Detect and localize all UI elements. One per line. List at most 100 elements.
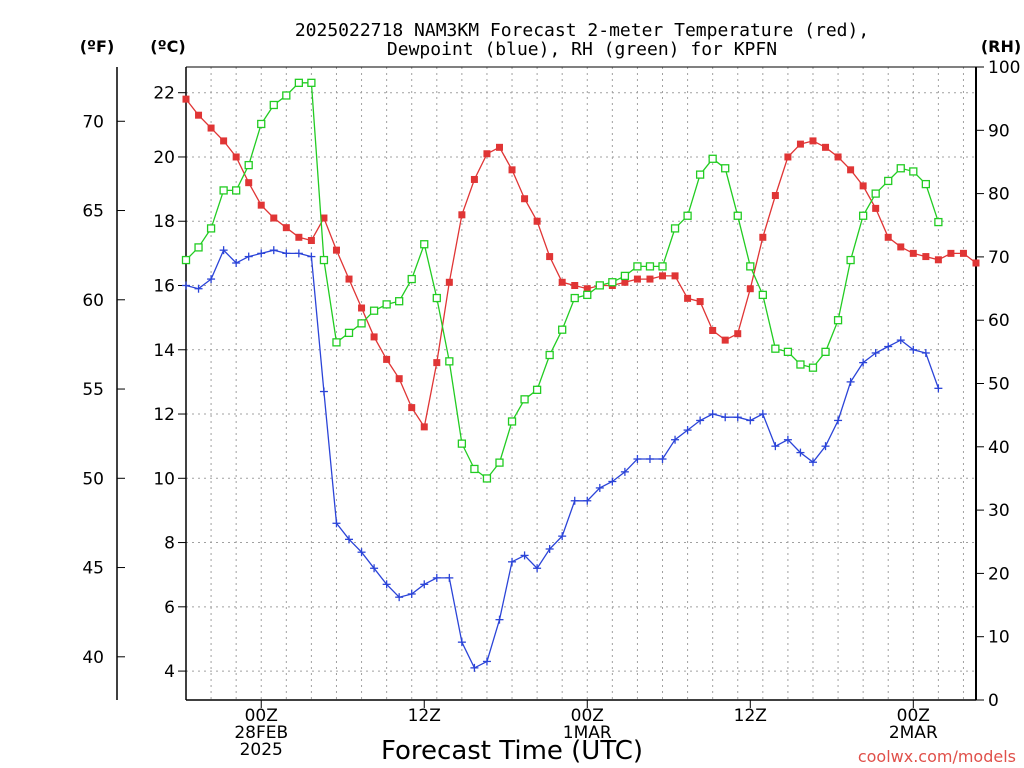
celsius-tick-label: 20 (153, 148, 175, 168)
rh-point (482, 474, 492, 483)
temperature-point (558, 278, 566, 286)
dewpoint-point (834, 416, 843, 425)
temperature-point (972, 259, 980, 267)
rh-point (407, 274, 416, 284)
rh-point (332, 338, 341, 347)
fahrenheit-tick-label: 60 (82, 291, 104, 311)
rh-point (670, 224, 680, 233)
x-tick-label: 00Z (897, 706, 930, 726)
celsius-tick-label: 14 (153, 341, 175, 361)
dewpoint-point (708, 410, 717, 419)
temperature-point (345, 275, 353, 283)
rh-point (683, 211, 692, 220)
temperature-point (847, 166, 855, 174)
x-tick-label: 1MAR (563, 723, 612, 743)
series-rh (181, 78, 943, 483)
dewpoint-point (821, 442, 830, 451)
temperature-point (257, 201, 265, 209)
rh-point (558, 325, 567, 334)
temperature-point (934, 256, 942, 264)
dewpoint-point (232, 259, 241, 268)
dewpoint-point (457, 638, 466, 647)
temperature-point (295, 233, 303, 241)
x-tick-label: 00Z (571, 706, 604, 726)
rh-point (545, 350, 554, 360)
celsius-tick-label: 12 (153, 405, 175, 425)
temperature-point (872, 204, 880, 212)
celsius-tick-label: 6 (164, 598, 175, 618)
temperature-point (684, 294, 692, 302)
temperature-point (495, 143, 503, 151)
rh-point (909, 167, 918, 176)
rh-point (645, 262, 655, 271)
temperature-point (796, 140, 804, 148)
rh-tick-label: 20 (988, 564, 1010, 584)
dewpoint-point (633, 455, 642, 464)
x-tick-label: 12Z (408, 706, 441, 726)
grid-lines (186, 67, 976, 700)
data-series (181, 78, 980, 672)
rh-point (934, 217, 943, 227)
celsius-tick-label: 4 (164, 662, 175, 682)
celsius-tick-label: 22 (153, 84, 175, 104)
temperature-point (646, 275, 654, 283)
dewpoint-point (345, 535, 354, 544)
rh-point (758, 290, 767, 300)
rh-point (846, 255, 855, 265)
temperature-point (270, 214, 278, 222)
dewpoint-point (445, 573, 454, 582)
dewpoint-point (269, 246, 278, 255)
rh-point (194, 243, 203, 252)
fahrenheit-tick-label: 55 (82, 380, 104, 400)
rh-point (357, 319, 366, 328)
x-tick-label: 2025 (240, 740, 283, 760)
rh-point (282, 91, 291, 100)
rh-point (219, 186, 228, 195)
dewpoint-point (207, 275, 216, 284)
dewpoint-point (733, 413, 742, 422)
rh-point (771, 344, 780, 353)
temperature-point (659, 272, 667, 280)
dewpoint-point (520, 551, 529, 560)
temperature-point (721, 336, 729, 344)
rh-point (470, 464, 479, 474)
fahrenheit-tick-label: 70 (82, 112, 104, 132)
temperature-point (445, 278, 453, 286)
rh-point (896, 164, 905, 173)
fahrenheit-tick-label: 50 (82, 469, 104, 489)
temperature-point (245, 179, 253, 187)
dewpoint-point (620, 467, 629, 476)
rh-point (457, 439, 467, 448)
dewpoint-point (332, 519, 341, 528)
fahrenheit-tick-label: 40 (82, 648, 104, 668)
temperature-point (232, 153, 240, 161)
rh-tick-label: 30 (988, 501, 1010, 521)
temperature-point (834, 153, 842, 161)
chart-title-line2: Dewpoint (blue), RH (green) for KPFN (387, 39, 777, 60)
temperature-point (383, 355, 391, 363)
dewpoint-point (758, 410, 767, 419)
temperature-point (696, 298, 704, 306)
rh-point (495, 458, 504, 467)
dewpoint-point (495, 615, 504, 624)
temperature-point (182, 95, 190, 103)
rh-point (595, 281, 604, 290)
celsius-tick-label: 18 (153, 212, 175, 232)
dewpoint-point (721, 413, 730, 422)
temperature-point (884, 233, 892, 241)
rh-point (620, 271, 630, 281)
dewpoint-point (796, 448, 805, 457)
x-tick-label: 28FEB (234, 723, 288, 743)
temperature-point (408, 404, 416, 412)
temperature-point (282, 224, 290, 232)
dewpoint-point (683, 426, 692, 435)
temperature-point (195, 111, 203, 119)
x-tick-label: 12Z (734, 706, 767, 726)
rh-point (833, 316, 843, 325)
temperature-point (809, 137, 817, 145)
rh-point (721, 164, 730, 173)
temperature-point (759, 233, 767, 241)
rh-point (307, 78, 316, 87)
rh-point (570, 293, 579, 303)
